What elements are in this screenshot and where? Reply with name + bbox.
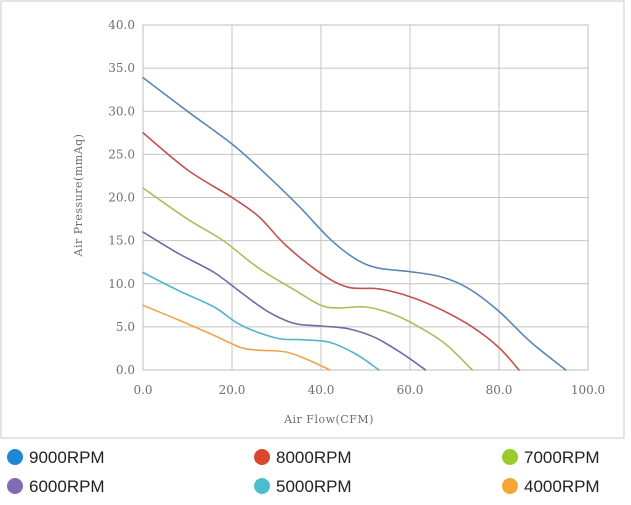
- legend-label: 6000RPM: [29, 477, 105, 496]
- legend-item-4000rpm: 4000RPM: [502, 477, 600, 496]
- y-tick-label: 10.0: [108, 277, 135, 291]
- legend-marker: [7, 478, 23, 494]
- x-tick-label: 40.0: [308, 383, 335, 397]
- legend-marker: [502, 449, 518, 465]
- x-tick-label: 0.0: [133, 383, 152, 397]
- x-tick-label: 80.0: [486, 383, 513, 397]
- series-line-5000rpm: [142, 271, 380, 371]
- y-tick-label: 40.0: [108, 18, 135, 32]
- legend-label: 7000RPM: [524, 448, 600, 467]
- x-axis-ticks: 0.0 20.0 40.0 60.0 80.0 100.0: [133, 383, 605, 397]
- x-tick-label: 100.0: [571, 383, 605, 397]
- legend-marker: [254, 478, 270, 494]
- legend-item-7000rpm: 7000RPM: [502, 448, 600, 467]
- grid: [142, 24, 589, 371]
- series-line-7000rpm: [142, 187, 474, 371]
- chart-outer-border: [0, 0, 625, 439]
- plot-area-frame: [142, 24, 589, 371]
- legend-marker: [502, 478, 518, 494]
- series-line-9000rpm: [142, 76, 567, 371]
- x-tick-label: 60.0: [397, 383, 424, 397]
- y-axis-title: Air Pressure(mmAq): [72, 134, 85, 258]
- legend-marker: [254, 449, 270, 465]
- y-tick-label: 25.0: [108, 147, 135, 161]
- series-lines: [142, 76, 567, 371]
- y-tick-label: 35.0: [108, 61, 135, 75]
- y-tick-label: 20.0: [108, 191, 135, 205]
- legend-item-5000rpm: 5000RPM: [254, 477, 352, 496]
- legend-marker: [7, 449, 23, 465]
- series-line-4000rpm: [142, 304, 331, 371]
- legend: 9000RPM 8000RPM 7000RPM 6000RPM 5000RPM 4000R…: [7, 448, 600, 496]
- y-tick-label: 15.0: [108, 234, 135, 248]
- legend-item-8000rpm: 8000RPM: [254, 448, 352, 467]
- x-axis-title: Air Flow(CFM): [283, 413, 374, 426]
- legend-label: 5000RPM: [276, 477, 352, 496]
- y-tick-label: 30.0: [108, 104, 135, 118]
- legend-label: 4000RPM: [524, 477, 600, 496]
- series-line-8000rpm: [142, 132, 520, 371]
- legend-item-6000rpm: 6000RPM: [7, 477, 105, 496]
- legend-item-9000rpm: 9000RPM: [7, 448, 105, 467]
- legend-label: 9000RPM: [29, 448, 105, 467]
- y-tick-label: 0.0: [116, 363, 135, 377]
- y-tick-label: 5.0: [116, 320, 135, 334]
- series-line-6000rpm: [142, 231, 427, 371]
- legend-label: 8000RPM: [276, 448, 352, 467]
- y-axis-ticks: 0.0 5.0 10.0 15.0 20.0 25.0 30.0 35.0 40.0: [108, 18, 135, 377]
- x-tick-label: 20.0: [219, 383, 246, 397]
